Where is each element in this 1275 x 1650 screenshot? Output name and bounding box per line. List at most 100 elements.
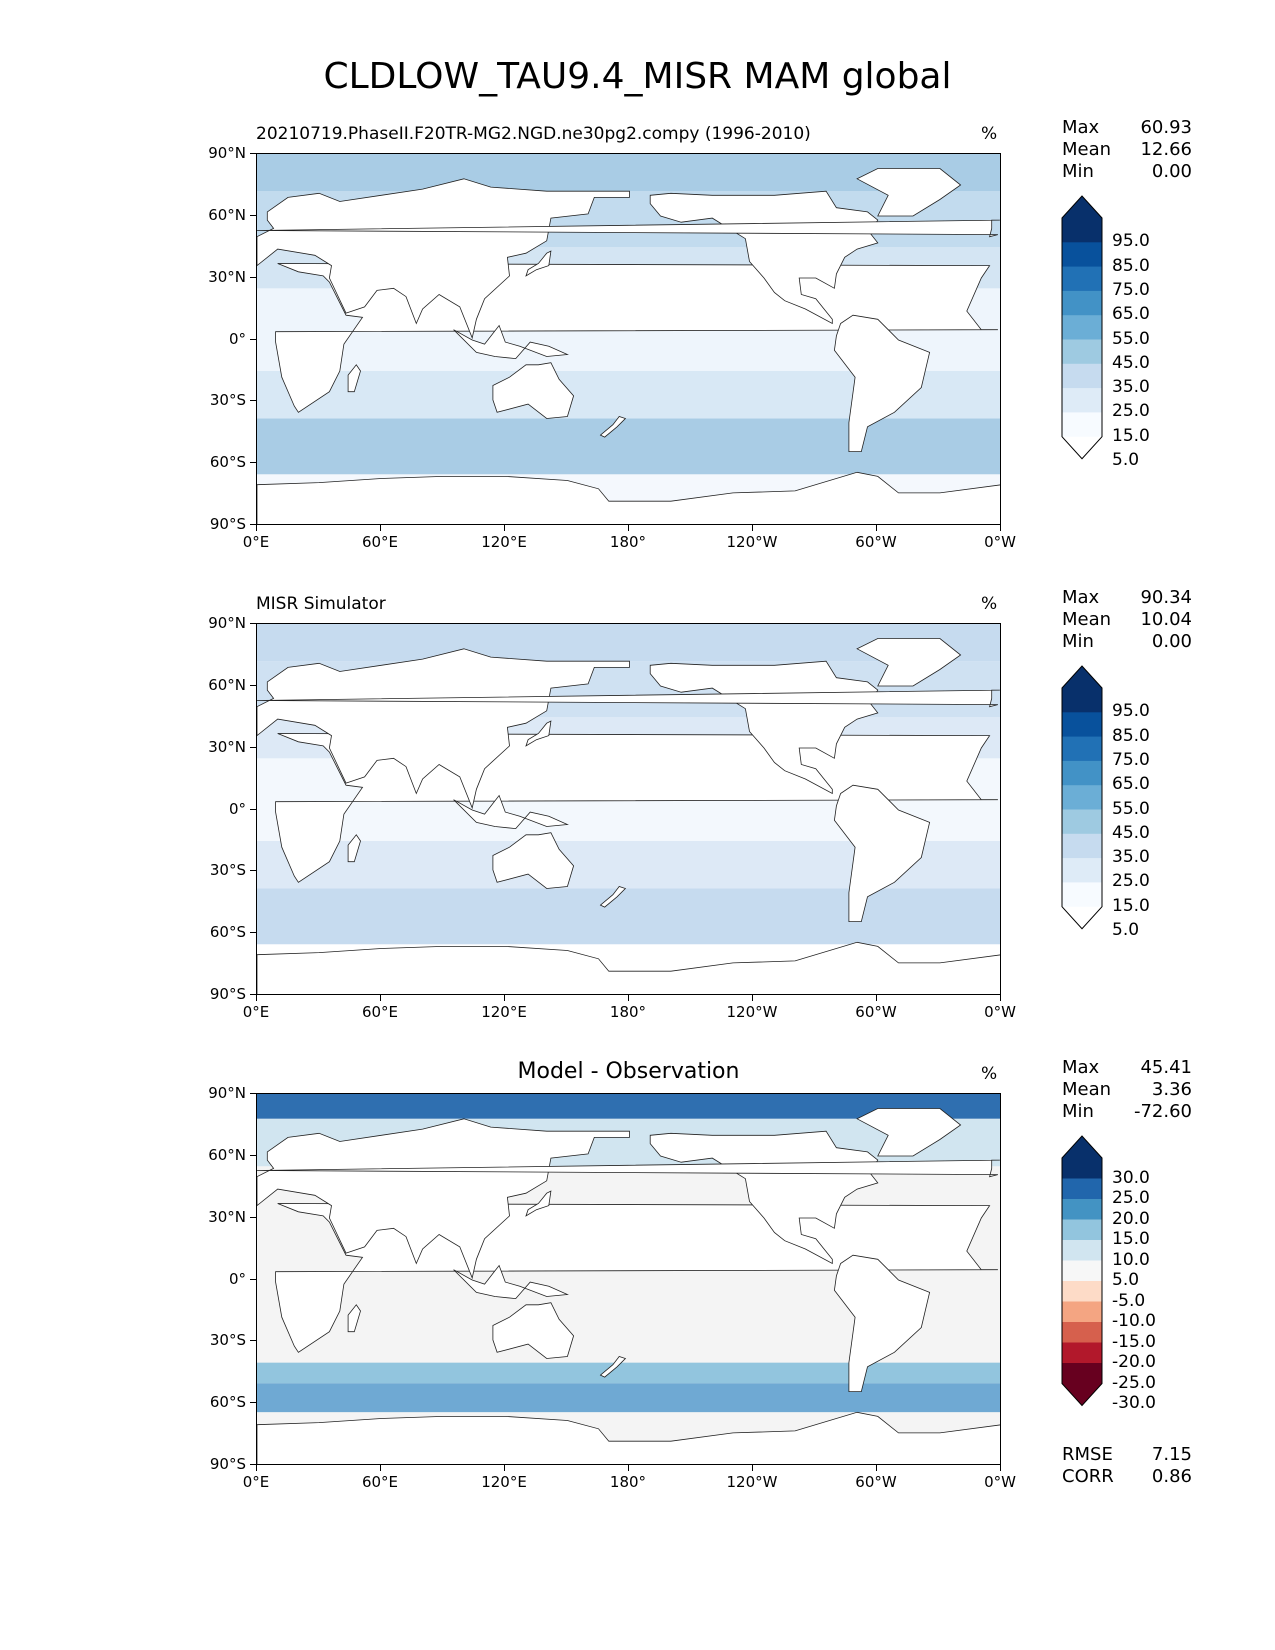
stat-value: -72.60 xyxy=(1133,1101,1192,1122)
colorbar-svg xyxy=(1061,1135,1103,1407)
stat-label: Mean xyxy=(1062,1079,1112,1100)
y-tick-label: 30°N xyxy=(208,737,246,756)
coastline-indonesia xyxy=(453,1264,569,1300)
colorbar-tick-label: 95.0 xyxy=(1112,231,1150,252)
x-tick-label: 0°W xyxy=(984,1473,1016,1491)
stat-value: 10.04 xyxy=(1140,609,1192,630)
y-tick-label: 90°S xyxy=(209,985,246,1003)
coastline-uk xyxy=(257,219,1000,238)
x-tick-mark xyxy=(380,995,381,1001)
y-tick-mark xyxy=(250,808,256,810)
coastline-indonesia xyxy=(453,794,569,830)
x-tick-mark xyxy=(752,525,753,531)
units-label: % xyxy=(981,594,998,614)
colorbar-segment xyxy=(1062,1240,1102,1261)
y-tick-label: 60°N xyxy=(208,205,246,224)
colorbar-segment xyxy=(1062,1363,1102,1384)
y-tick-label: 60°S xyxy=(209,453,246,472)
y-tick-label: 90°N xyxy=(208,144,246,162)
coastline-madagascar xyxy=(347,1304,361,1333)
stat-value: 0.00 xyxy=(1151,161,1192,182)
x-tick-mark xyxy=(256,995,257,1001)
colorbar-tick-label: 5.0 xyxy=(1112,1270,1140,1290)
colorbar-extend-top xyxy=(1062,1136,1102,1158)
y-tick-mark xyxy=(250,1340,256,1342)
colorbar-tick-label: 65.0 xyxy=(1112,774,1150,795)
coastline-antarctica xyxy=(257,471,1000,524)
colorbar-svg xyxy=(1061,195,1103,460)
x-tick-label: 0°W xyxy=(984,1003,1016,1021)
stat-label: Mean xyxy=(1062,139,1112,160)
x-tick-mark xyxy=(628,525,629,531)
colorbar-extend-top xyxy=(1062,196,1102,218)
colorbar-segment xyxy=(1062,1322,1102,1343)
coastline-antarctica xyxy=(257,941,1000,994)
y-tick-label: 0° xyxy=(228,329,246,348)
figure-title: CLDLOW_TAU9.4_MISR MAM global xyxy=(323,56,952,97)
x-tick-label: 180° xyxy=(609,1003,647,1021)
colorbar-segment xyxy=(1062,833,1102,859)
coastline-japan xyxy=(525,720,552,747)
colorbar-segment xyxy=(1062,315,1102,340)
x-tick-label: 0°E xyxy=(242,1003,270,1021)
panel-subtitle: 20210719.PhaseII.F20TR-MG2.NGD.ne30pg2.c… xyxy=(256,124,811,144)
colorbar-tick-label: 55.0 xyxy=(1112,328,1150,349)
y-tick-mark xyxy=(250,338,256,340)
x-tick-mark xyxy=(256,1465,257,1471)
stats-box: Max 60.93 Mean 12.66 Min 0.00 xyxy=(1062,117,1192,183)
coastline-japan xyxy=(525,250,552,277)
colorbar-tick-label: 45.0 xyxy=(1112,822,1150,843)
colorbar-segment xyxy=(1062,688,1102,713)
x-tick-mark xyxy=(504,995,505,1001)
y-tick-label: 30°N xyxy=(208,1207,246,1226)
coastline-samerica xyxy=(833,784,931,923)
x-tick-mark xyxy=(752,995,753,1001)
map-difference xyxy=(256,1093,1001,1465)
x-tick-mark xyxy=(1000,525,1001,531)
colorbar-tick-label: 20.0 xyxy=(1112,1208,1150,1229)
colorbar-outline xyxy=(1061,1135,1103,1407)
stat-value: 3.36 xyxy=(1151,1079,1192,1100)
units-label: % xyxy=(981,124,998,144)
colorbar-segment xyxy=(1062,1281,1102,1302)
x-tick-mark xyxy=(628,1465,629,1471)
coastline-eurasia xyxy=(257,648,630,810)
y-tick-mark xyxy=(250,462,256,464)
x-tick-mark xyxy=(504,525,505,531)
stat-label: Max xyxy=(1062,117,1100,138)
coastline-nz xyxy=(599,1356,627,1378)
colorbar-segment xyxy=(1062,363,1102,389)
latitude-band xyxy=(257,888,1000,945)
x-tick-mark xyxy=(876,1465,877,1471)
y-tick-label: 60°S xyxy=(209,923,246,942)
coastline-nz xyxy=(599,886,627,908)
colorbar-segment xyxy=(1062,882,1102,908)
colorbar-tick-label: 85.0 xyxy=(1112,725,1150,746)
colorbar-tick-label: 25.0 xyxy=(1112,401,1150,422)
x-tick-label: 60°E xyxy=(361,1473,399,1491)
y-tick-label: 30°S xyxy=(209,861,246,880)
colorbar-segment xyxy=(1062,1219,1102,1241)
y-tick-mark xyxy=(250,276,256,278)
colorbar-segment xyxy=(1062,1342,1102,1364)
x-tick-label: 120°E xyxy=(481,1003,527,1021)
y-tick-label: 60°S xyxy=(209,1393,246,1412)
coastline-nz xyxy=(599,416,627,438)
colorbar-tick-label: -15.0 xyxy=(1112,1331,1156,1352)
coastline-eurasia xyxy=(257,1118,630,1280)
x-tick-mark xyxy=(1000,995,1001,1001)
colorbar-tick-label: 75.0 xyxy=(1112,279,1150,300)
coastline-uk xyxy=(257,689,1000,708)
x-tick-label: 0°E xyxy=(242,533,270,551)
map-canvas xyxy=(257,1094,1000,1464)
colorbar-segment xyxy=(1062,266,1102,292)
y-tick-mark xyxy=(250,1154,256,1156)
stat-value: 60.93 xyxy=(1140,117,1192,138)
stat-label: Max xyxy=(1062,1057,1100,1078)
stat-label: RMSE xyxy=(1062,1444,1113,1465)
stat-value: 45.41 xyxy=(1140,1057,1192,1078)
colorbar-tick-label: 5.0 xyxy=(1112,450,1140,470)
stat-label: Mean xyxy=(1062,609,1112,630)
stat-value: 7.15 xyxy=(1151,1444,1192,1465)
coastline-antarctica xyxy=(257,1411,1000,1464)
